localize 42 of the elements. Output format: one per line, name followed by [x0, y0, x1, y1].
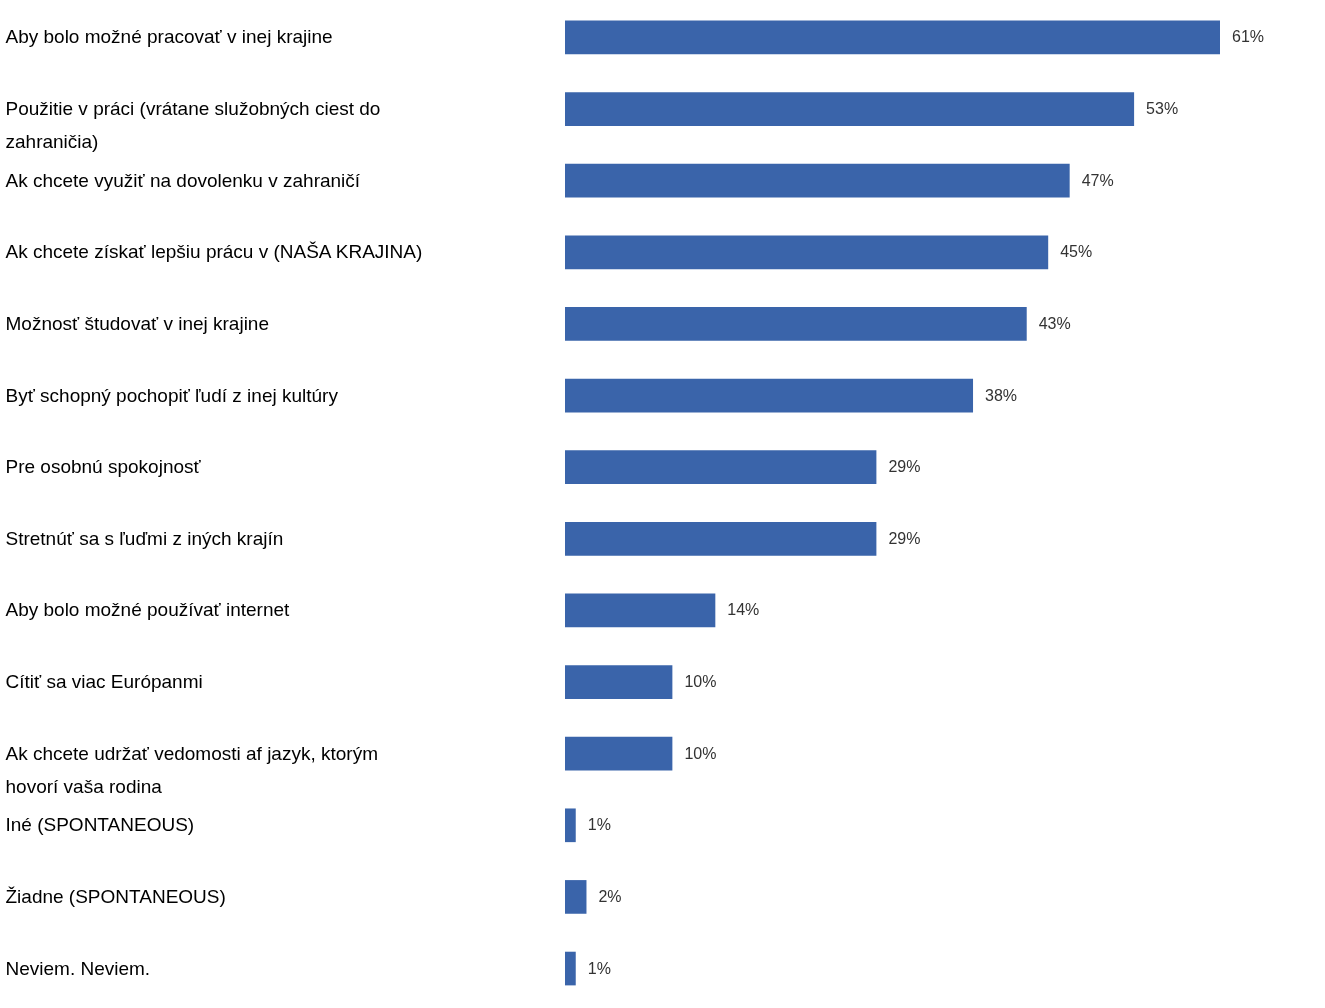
data-label: 1% — [587, 816, 611, 834]
data-label: 43% — [1038, 314, 1071, 332]
bar — [565, 450, 877, 485]
y-tick-label: Stretnúť sa s ľuďmi z iných krajín — [5, 527, 284, 549]
data-label: 29% — [888, 529, 921, 547]
bar — [565, 665, 673, 699]
y-tick-label: Neviem. Neviem. — [5, 957, 151, 979]
bar — [565, 951, 576, 986]
y-tick-label: Pre osobnú spokojnosť — [5, 456, 202, 478]
data-label: 14% — [727, 601, 760, 619]
y-tick-label: Použitie v práci (vrátane služobných ciest do zahraničia) — [5, 98, 381, 153]
y-tick-label: Ak chcete využiť na dovolenku v zahraničí — [5, 169, 361, 191]
bar — [565, 736, 673, 771]
bar — [565, 593, 716, 628]
bar — [565, 521, 877, 556]
y-tick-label: Iné (SPONTANEOUS) — [5, 814, 195, 836]
bar — [565, 20, 1220, 55]
data-label: 2% — [598, 887, 622, 905]
bar — [565, 808, 576, 843]
y-tick-label: Ak chcete získať lepšiu prácu v (NAŠA KRAJINA) — [5, 241, 423, 263]
y-tick-label: Možnosť študovať v inej krajine — [5, 312, 269, 334]
y-tick-label: Aby bolo možné pracovať v inej krajine — [5, 26, 333, 48]
data-label: 10% — [684, 744, 717, 762]
bar — [565, 880, 587, 914]
data-label: 1% — [587, 959, 611, 977]
data-label: 38% — [985, 386, 1018, 404]
y-tick-label: Ak chcete udržať vedomosti af jazyk, ktorým hovorí vaša rodina — [5, 742, 378, 797]
bar — [565, 307, 1027, 341]
bar — [565, 163, 1070, 198]
bar — [565, 92, 1135, 126]
data-label: 29% — [888, 458, 921, 476]
y-tick-label: Cítiť sa viac Európanmi — [5, 671, 203, 693]
bar — [565, 235, 1049, 270]
bar — [565, 378, 974, 413]
data-label: 47% — [1081, 171, 1114, 189]
data-label: 61% — [1232, 28, 1265, 46]
y-tick-label: Aby bolo možné používať internet — [5, 599, 291, 621]
data-label: 53% — [1146, 100, 1179, 118]
data-label: 45% — [1060, 243, 1093, 261]
y-tick-label: Byť schopný pochopiť ľudí z inej kultúry — [5, 384, 339, 406]
data-label: 10% — [684, 673, 717, 691]
y-tick-label: Žiadne (SPONTANEOUS) — [5, 885, 226, 907]
